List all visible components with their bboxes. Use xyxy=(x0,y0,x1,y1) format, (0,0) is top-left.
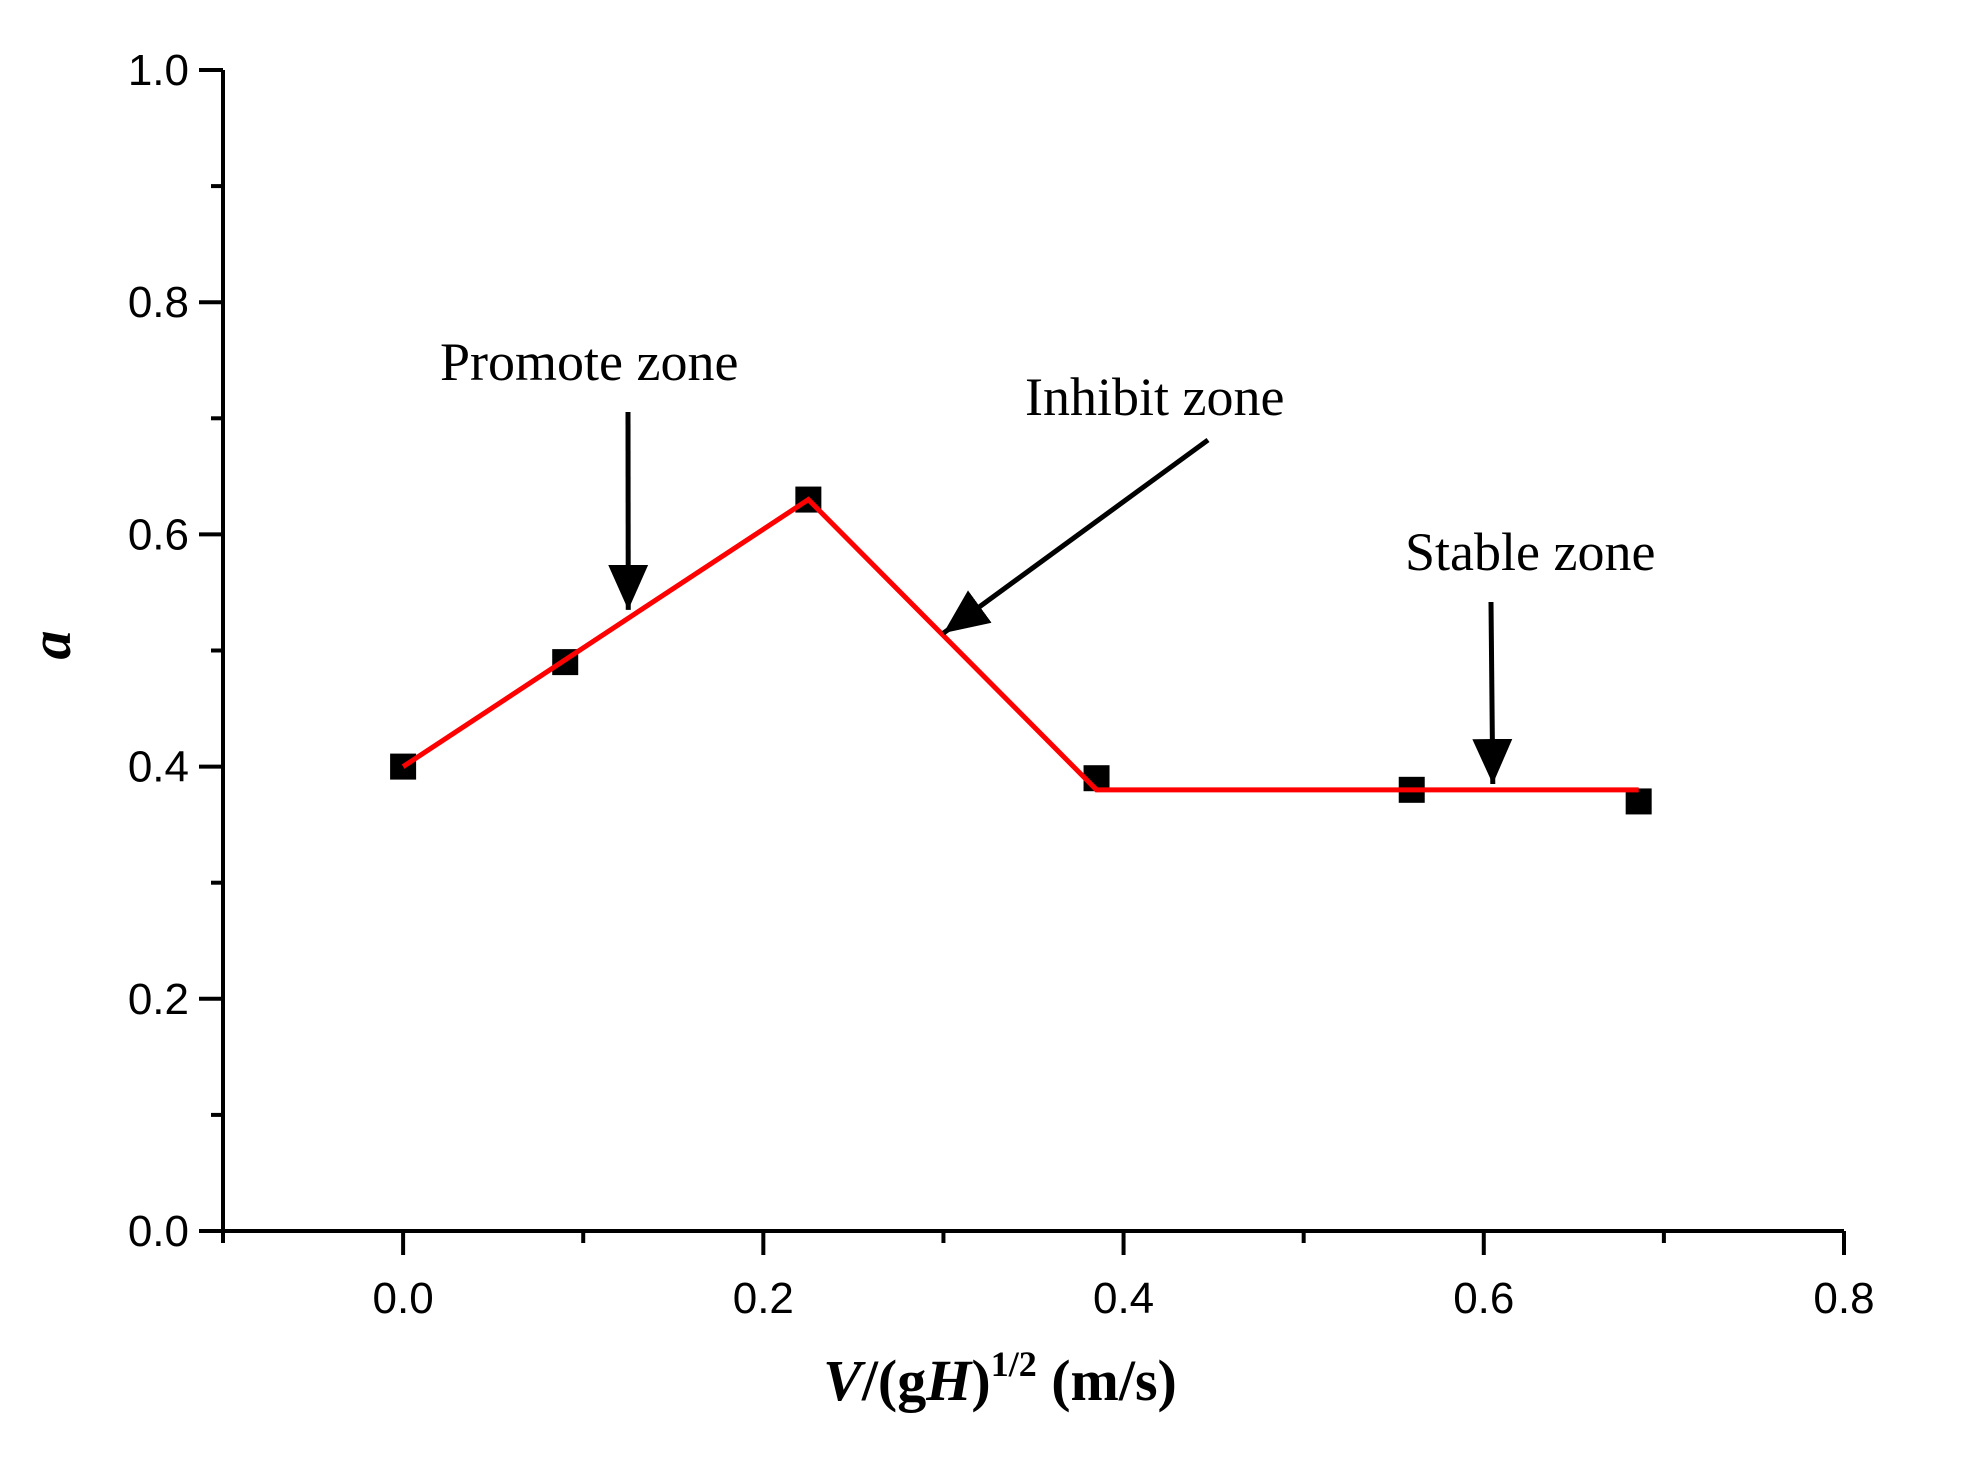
y-axis: 0.0 0.2 0.4 0.6 0.8 1.0 xyxy=(128,46,225,1256)
x-tick-label: 0.2 xyxy=(733,1274,794,1323)
x-tick-label: 0.0 xyxy=(373,1274,434,1323)
y-tick-label: 0.2 xyxy=(128,975,189,1024)
annotation-label: Stable zone xyxy=(1405,522,1655,582)
series-layer xyxy=(390,486,1652,815)
data-point xyxy=(1625,788,1652,815)
x-title-open: /(g xyxy=(861,1348,926,1413)
x-axis: 0.0 0.2 0.4 0.6 0.8 xyxy=(221,1229,1875,1323)
y-axis-title: a xyxy=(18,631,83,660)
y-tick-label: 0.6 xyxy=(128,510,189,559)
y-tick-label: 0.0 xyxy=(128,1207,189,1256)
x-tick-label: 0.8 xyxy=(1813,1274,1874,1323)
x-title-exponent: 1/2 xyxy=(991,1344,1037,1384)
trend-line xyxy=(401,496,1639,793)
x-title-close: ) xyxy=(971,1348,990,1413)
y-tick-label: 1.0 xyxy=(128,46,189,95)
annotation-arrow xyxy=(941,437,1210,636)
x-title-v: V xyxy=(823,1348,866,1413)
annotation-layer: Promote zone Inhibit zone Stable zone xyxy=(440,332,1655,785)
x-axis-title: V/(gH)1/2 (m/s) xyxy=(823,1344,1177,1413)
x-title-unit: (m/s) xyxy=(1037,1348,1177,1413)
x-tick-label: 0.4 xyxy=(1093,1274,1154,1323)
annotation-label: Promote zone xyxy=(440,332,738,392)
annotation-label: Inhibit zone xyxy=(1025,367,1284,427)
y-tick-label: 0.8 xyxy=(128,278,189,327)
y-tick-label: 0.4 xyxy=(128,743,189,792)
annotation-arrow xyxy=(1472,601,1513,785)
x-tick-label: 0.6 xyxy=(1453,1274,1514,1323)
x-title-h: H xyxy=(925,1348,973,1413)
